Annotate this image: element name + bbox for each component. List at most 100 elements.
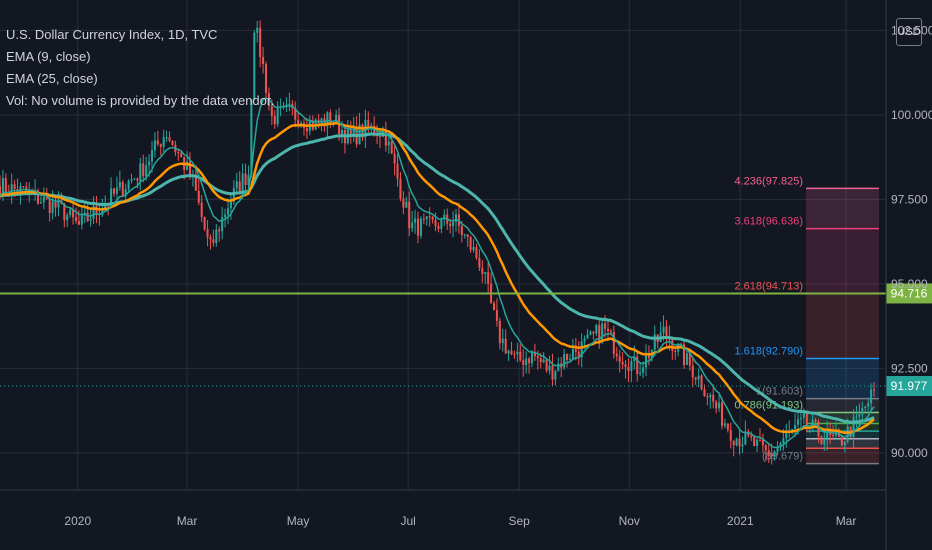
candle[interactable] xyxy=(487,261,490,293)
candle[interactable] xyxy=(142,154,145,183)
candle[interactable] xyxy=(712,384,715,409)
candle[interactable] xyxy=(159,143,162,156)
candle[interactable] xyxy=(653,325,656,357)
candle[interactable] xyxy=(551,353,554,386)
candle[interactable] xyxy=(761,433,764,453)
candle[interactable] xyxy=(434,212,437,232)
candle[interactable] xyxy=(150,141,154,173)
candle[interactable] xyxy=(276,101,279,128)
candle[interactable] xyxy=(767,442,770,464)
candle[interactable] xyxy=(4,173,7,194)
candle[interactable] xyxy=(10,173,13,204)
candle[interactable] xyxy=(528,356,531,374)
candle[interactable] xyxy=(466,234,469,247)
candle[interactable] xyxy=(425,215,428,226)
candle[interactable] xyxy=(574,337,577,361)
candle[interactable] xyxy=(203,216,206,232)
candle[interactable] xyxy=(586,328,589,339)
candle[interactable] xyxy=(162,129,165,152)
candle[interactable] xyxy=(112,187,116,197)
candle[interactable] xyxy=(89,208,92,227)
candle[interactable] xyxy=(840,435,843,447)
candle[interactable] xyxy=(259,20,262,68)
currency-button[interactable]: USD xyxy=(896,18,922,46)
candle[interactable] xyxy=(396,153,399,187)
candle[interactable] xyxy=(861,401,864,423)
candle[interactable] xyxy=(823,431,826,451)
candle[interactable] xyxy=(513,350,516,360)
candle[interactable] xyxy=(367,111,370,134)
candle[interactable] xyxy=(229,192,232,220)
candle[interactable] xyxy=(405,196,408,208)
candle[interactable] xyxy=(756,437,759,452)
candle[interactable] xyxy=(206,220,209,247)
candle[interactable] xyxy=(630,358,633,383)
candle[interactable] xyxy=(563,348,566,370)
candle[interactable] xyxy=(399,171,402,202)
candle[interactable] xyxy=(592,330,595,340)
candle[interactable] xyxy=(516,342,519,363)
candle[interactable] xyxy=(285,97,288,113)
candle[interactable] xyxy=(273,109,276,129)
candle[interactable] xyxy=(530,350,534,368)
candle[interactable] xyxy=(776,441,779,455)
candle[interactable] xyxy=(118,170,121,191)
candle[interactable] xyxy=(732,440,735,457)
candle[interactable] xyxy=(54,194,57,217)
candle[interactable] xyxy=(294,101,297,128)
candle[interactable] xyxy=(101,199,104,218)
candle[interactable] xyxy=(346,120,349,145)
candle[interactable] xyxy=(618,349,621,373)
candle[interactable] xyxy=(191,169,194,187)
candle[interactable] xyxy=(624,360,627,379)
candle[interactable] xyxy=(504,329,507,354)
candle[interactable] xyxy=(542,351,545,364)
candle[interactable] xyxy=(133,177,136,180)
candle[interactable] xyxy=(469,235,472,253)
candle[interactable] xyxy=(492,300,496,311)
candle[interactable] xyxy=(507,349,510,361)
candle[interactable] xyxy=(519,344,522,363)
candle[interactable] xyxy=(843,440,846,453)
candle[interactable] xyxy=(566,353,569,368)
candle[interactable] xyxy=(545,357,548,373)
candle[interactable] xyxy=(431,215,434,224)
candle[interactable] xyxy=(697,368,700,388)
candle[interactable] xyxy=(595,323,598,337)
candle[interactable] xyxy=(0,175,2,200)
candle[interactable] xyxy=(288,92,291,112)
candle[interactable] xyxy=(414,209,417,234)
candle[interactable] xyxy=(197,179,200,206)
candle[interactable] xyxy=(758,428,762,442)
candle[interactable] xyxy=(729,422,732,449)
candle[interactable] xyxy=(726,423,729,433)
candle[interactable] xyxy=(872,381,876,397)
candle[interactable] xyxy=(74,207,78,224)
candle[interactable] xyxy=(723,418,726,429)
candle[interactable] xyxy=(805,412,808,433)
candle[interactable] xyxy=(156,130,159,147)
candle[interactable] xyxy=(416,211,420,244)
price-lines[interactable]: 94.716 91.977 xyxy=(0,283,932,397)
candle[interactable] xyxy=(212,229,215,247)
candle[interactable] xyxy=(606,320,610,342)
candle[interactable] xyxy=(244,163,247,191)
candle[interactable] xyxy=(186,151,189,171)
candle[interactable] xyxy=(440,217,443,234)
candle[interactable] xyxy=(221,206,224,240)
candle[interactable] xyxy=(39,194,42,204)
candle[interactable] xyxy=(168,131,171,143)
candle[interactable] xyxy=(636,349,639,382)
candle[interactable] xyxy=(262,46,265,74)
candle[interactable] xyxy=(452,211,455,238)
legend-ema9[interactable]: EMA (9, close) xyxy=(6,49,91,64)
candle[interactable] xyxy=(253,30,256,100)
candle[interactable] xyxy=(209,234,212,250)
candle[interactable] xyxy=(411,211,414,232)
candle[interactable] xyxy=(720,397,724,430)
candle[interactable] xyxy=(738,430,741,455)
candle[interactable] xyxy=(867,397,870,413)
candle[interactable] xyxy=(153,131,156,158)
candle[interactable] xyxy=(764,443,767,462)
